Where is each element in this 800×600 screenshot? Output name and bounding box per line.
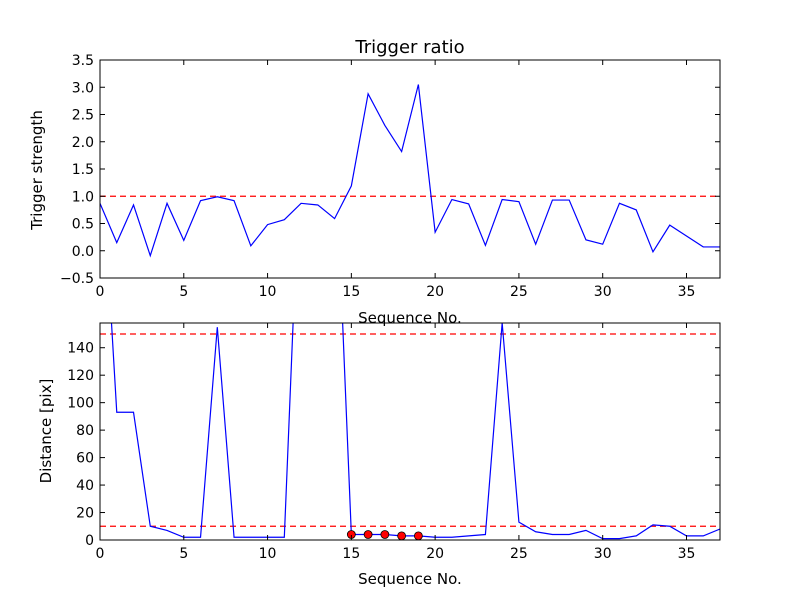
x-tick-label: 5 bbox=[179, 546, 188, 562]
y-tick-label: −0.5 bbox=[60, 271, 94, 287]
y-tick-label: 100 bbox=[67, 396, 94, 412]
y-axis-label: Distance [pix] bbox=[37, 379, 55, 484]
y-tick-label: 1.0 bbox=[72, 189, 94, 205]
y-tick-label: 2.5 bbox=[72, 108, 94, 124]
series-line bbox=[110, 323, 720, 540]
y-tick-label: 3.0 bbox=[72, 80, 94, 96]
axes-frame bbox=[99, 322, 721, 541]
x-tick-label: 20 bbox=[426, 284, 444, 300]
axes-frame bbox=[99, 59, 721, 279]
y-tick-label: 20 bbox=[76, 506, 94, 522]
x-tick-label: 5 bbox=[179, 284, 188, 300]
x-tick-label: 30 bbox=[594, 546, 612, 562]
chart-title: Trigger ratio bbox=[354, 37, 464, 58]
data-point-marker bbox=[397, 531, 407, 541]
x-tick-label: 30 bbox=[594, 284, 612, 300]
series-line bbox=[100, 84, 720, 258]
distance-chart: Distance [pix] Sequence No. 0 5 10 15 20 25 30… bbox=[37, 322, 721, 588]
y-tick-label: 0.5 bbox=[72, 217, 94, 233]
y-axis-label: Trigger strength bbox=[28, 110, 46, 231]
y-tick-label: 0.0 bbox=[72, 244, 94, 260]
x-tick-label: 35 bbox=[678, 546, 696, 562]
plot-area: 0 5 10 15 20 25 30 35 −0.5 0.0 0.5 1.0 1.5 2.0 2.5 3.0 3… bbox=[60, 53, 720, 300]
plot-area: 0 5 10 15 20 25 30 35 0 20 40 60 80 100 120 140 bbox=[67, 323, 720, 562]
y-tick-label: 140 bbox=[67, 341, 94, 357]
y-tick-label: 1.5 bbox=[72, 162, 94, 178]
data-point-marker bbox=[380, 530, 390, 539]
x-tick-label: 25 bbox=[510, 546, 528, 562]
x-axis-label: Sequence No. bbox=[358, 570, 462, 588]
x-tick-label: 10 bbox=[259, 284, 277, 300]
x-tick-label: 20 bbox=[426, 546, 444, 562]
x-tick-label: 10 bbox=[259, 546, 277, 562]
y-tick-label: 2.0 bbox=[72, 135, 94, 151]
x-tick-label: 35 bbox=[678, 284, 696, 300]
data-point-marker bbox=[413, 531, 423, 541]
y-tick-label: 0 bbox=[85, 533, 94, 549]
x-tick-label: 15 bbox=[342, 284, 360, 300]
x-tick-label: 0 bbox=[96, 546, 105, 562]
x-tick-label: 25 bbox=[510, 284, 528, 300]
y-tick-label: 80 bbox=[76, 423, 94, 439]
y-tick-label: 40 bbox=[76, 478, 94, 494]
y-tick-label: 3.5 bbox=[72, 53, 94, 69]
x-tick-label: 15 bbox=[342, 546, 360, 562]
y-tick-label: 120 bbox=[67, 368, 94, 384]
data-point-marker bbox=[363, 530, 373, 539]
y-tick-label: 60 bbox=[76, 451, 94, 467]
x-axis-label: Sequence No. bbox=[358, 309, 462, 327]
x-tick-label: 0 bbox=[96, 284, 105, 300]
